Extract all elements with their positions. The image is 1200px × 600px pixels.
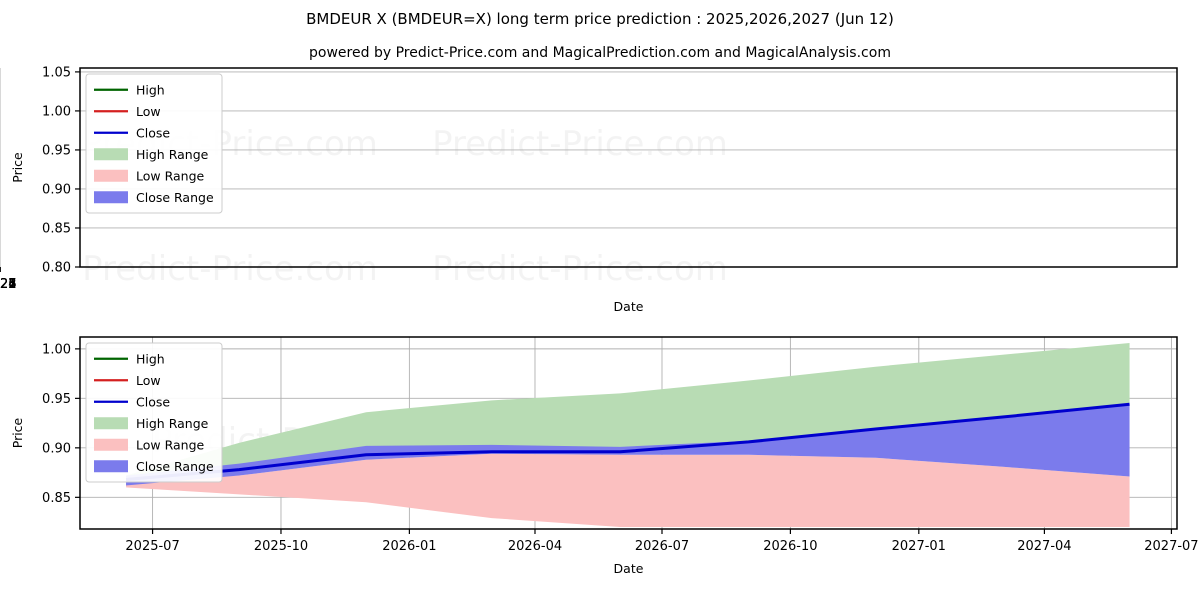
y-tick-label: 0.85 (42, 221, 71, 236)
y-tick-label: 1.00 (42, 342, 71, 357)
bottom-axes-frame (79, 336, 1178, 530)
legend-item-close-range[interactable]: Close Range (94, 190, 214, 205)
legend-item-low[interactable]: Low (94, 104, 161, 119)
page-subtitle: powered by Predict-Price.com and Magical… (309, 45, 891, 61)
legend-patch-swatch (94, 438, 128, 451)
x-tick-label: 2024 (0, 277, 17, 292)
y-tick-label: 0.90 (42, 182, 71, 197)
watermark-text: Predict-Price.com (432, 124, 728, 164)
legend-patch-swatch (94, 191, 128, 204)
x-tick-label: 2025-07 (125, 539, 179, 554)
legend-item-high-range[interactable]: High Range (94, 147, 209, 162)
x-tick-label: 2026-07 (635, 539, 689, 554)
x-tick-label: 2026-10 (763, 539, 817, 554)
watermark-text: Predict-Price.com (82, 249, 378, 289)
top-plot-background (80, 68, 1177, 267)
watermark-layer: Predict-Price.com Predict-Price.com Predic… (82, 124, 728, 289)
page-title: BMDEUR X (BMDEUR=X) long term price pred… (306, 10, 894, 28)
legend-label: Close (136, 125, 170, 140)
top-y-axis-label: Price (10, 152, 25, 183)
legend-label: Low (136, 104, 161, 119)
legend-item-low-range[interactable]: Low Range (94, 168, 205, 183)
y-tick-label: 1.05 (42, 65, 71, 80)
y-tick-label: 0.90 (42, 441, 71, 456)
x-tick-label: 2027-07 (1144, 539, 1198, 554)
legend-label: High (136, 82, 165, 97)
x-tick-label: 2026-04 (508, 539, 562, 554)
bottom-close-range-band (126, 404, 1130, 486)
x-tick-label: 2025 (0, 277, 17, 292)
legend-item-low[interactable]: Low (94, 373, 161, 388)
legend-item-close[interactable]: Close (94, 394, 170, 409)
y-tick-label: 0.95 (42, 392, 71, 407)
legend-patch-swatch (94, 460, 128, 473)
x-tick-label: 2027-04 (1017, 539, 1071, 554)
legend-item-high-range[interactable]: High Range (94, 416, 209, 431)
legend-patch-swatch (94, 417, 128, 430)
y-tick-label: 0.95 (42, 143, 71, 158)
legend-label: Close (136, 394, 170, 409)
x-tick-label: 2027-01 (892, 539, 946, 554)
legend-item-high[interactable]: High (94, 351, 165, 366)
watermark-text: Predict-Price.com (432, 249, 728, 289)
x-tick-label: 2022 (0, 277, 17, 292)
x-tick-label: 2027 (0, 277, 17, 292)
legend-item-low-range[interactable]: Low Range (94, 437, 205, 452)
legend-label: Close Range (136, 190, 214, 205)
bottom-chart-panel: Predict-Price.comPredict-Price.com0.850.… (10, 336, 1199, 576)
y-tick-label: 0.80 (42, 261, 71, 276)
legend-label: High Range (136, 147, 209, 162)
x-tick-label: 2021 (0, 277, 17, 292)
legend-item-close[interactable]: Close (94, 125, 170, 140)
bottom-y-axis-label: Price (10, 417, 25, 448)
bottom-high-range-band (126, 342, 1130, 480)
legend-item-high[interactable]: High (94, 82, 165, 97)
top-chart-panel: Predict-Price.com Predict-Price.com Predic… (0, 65, 1178, 314)
bottom-close-line (125, 402, 1130, 482)
legend-bottom: High Low Close High Range Low Range Close Ran… (85, 342, 223, 483)
x-tick-label: 2026-01 (382, 539, 436, 554)
legend-label: Low Range (136, 437, 205, 452)
x-tick-label: 2025-10 (254, 539, 308, 554)
x-tick-label: 2026 (0, 277, 17, 292)
legend-label: Close Range (136, 459, 214, 474)
y-tick-label: 1.00 (42, 104, 71, 119)
legend-patch-swatch (94, 148, 128, 161)
top-axes-frame (79, 67, 1178, 268)
bottom-x-axis-label: Date (614, 561, 644, 576)
legend-item-close-range[interactable]: Close Range (94, 459, 214, 474)
x-tick-label: 2023 (0, 277, 17, 292)
legend-label: Low Range (136, 168, 205, 183)
legend-patch-swatch (94, 169, 128, 182)
bottom-low-range-band (126, 453, 1130, 528)
y-tick-label: 0.85 (42, 491, 71, 506)
legend-label: Low (136, 373, 161, 388)
legend-label: High (136, 351, 165, 366)
legend-top: High Low Close High Range Low Range Close Ran… (85, 73, 223, 214)
top-x-axis-label: Date (614, 299, 644, 314)
legend-label: High Range (136, 416, 209, 431)
